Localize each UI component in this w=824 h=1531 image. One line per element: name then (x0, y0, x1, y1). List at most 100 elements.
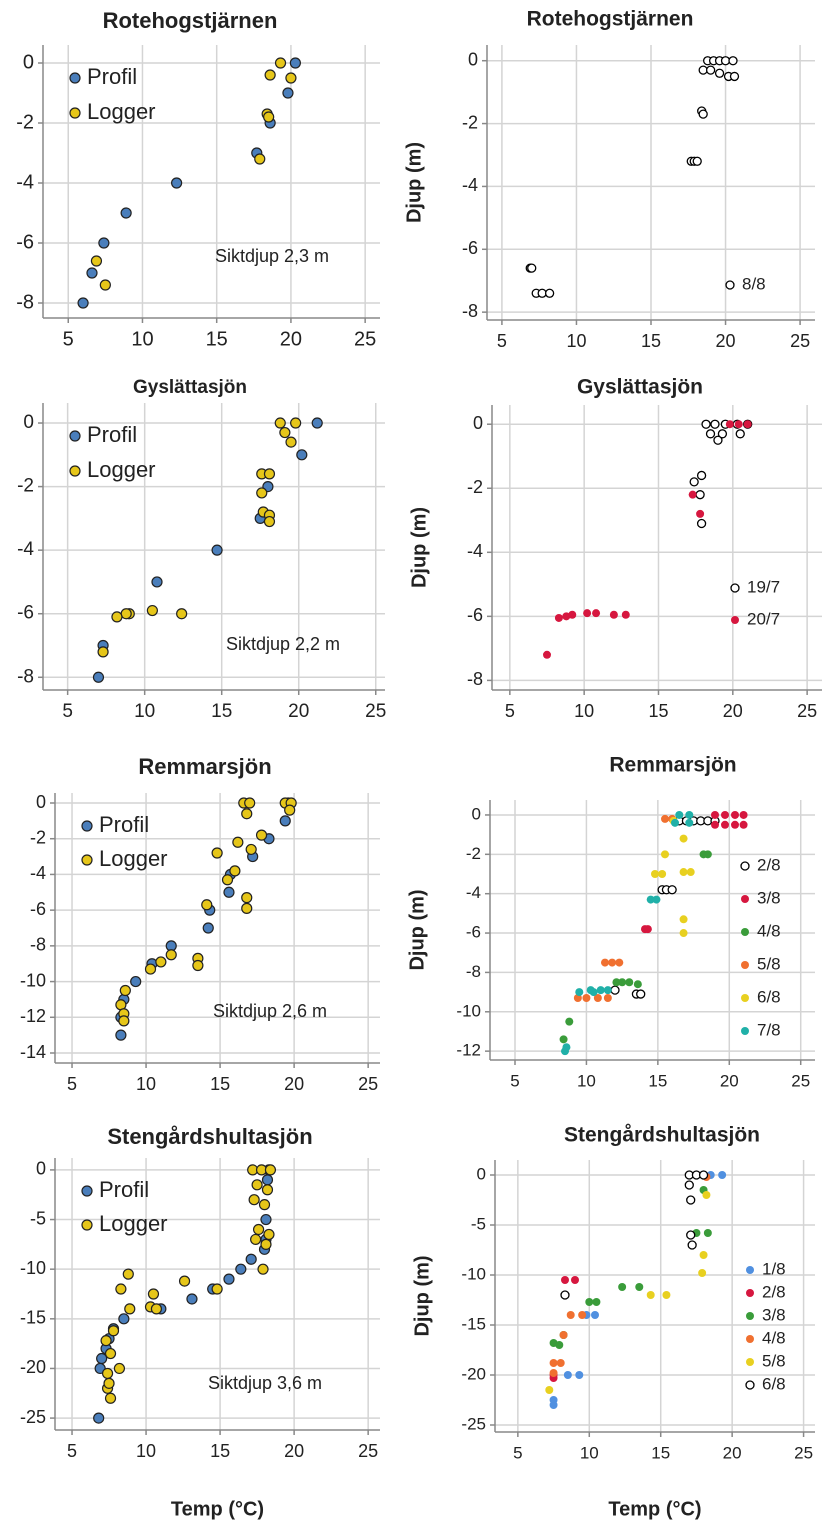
data-point (734, 420, 743, 429)
data-point (661, 814, 669, 823)
x-tick-label: 20 (288, 701, 309, 722)
legend-marker (731, 616, 739, 624)
data-point (289, 57, 301, 69)
x-tick-label: 25 (365, 701, 386, 722)
data-point (703, 850, 712, 859)
legend-label: Logger (99, 846, 168, 871)
y-tick-label: -6 (462, 238, 478, 258)
y-tick-label: -6 (467, 605, 483, 625)
x-axis-label: Temp (°C) (608, 1498, 701, 1520)
y-tick-label: -8 (462, 301, 478, 321)
y-axis-label: Djup (m) (406, 889, 428, 970)
data-point (245, 1253, 257, 1265)
data-point (582, 994, 591, 1003)
data-point (99, 279, 111, 291)
legend-label: 1/8 (762, 1259, 786, 1278)
x-tick-label: 5 (67, 1441, 77, 1461)
data-point (561, 1047, 569, 1056)
x-tick-label: 5 (510, 1071, 519, 1090)
data-point (696, 518, 707, 529)
y-tick-label: -10 (456, 1001, 481, 1020)
y-tick-label: -6 (466, 923, 481, 942)
data-point (285, 436, 297, 448)
legend-marker (746, 1312, 754, 1320)
data-point (211, 544, 223, 556)
data-point (260, 1213, 272, 1226)
data-point (612, 978, 621, 987)
data-point (685, 818, 694, 827)
legend-label: 4/8 (757, 921, 781, 940)
data-point (635, 1283, 644, 1291)
data-point (618, 978, 627, 987)
data-point (568, 610, 577, 619)
legend-label: 19/7 (747, 577, 780, 596)
data-point (311, 417, 323, 429)
data-point (721, 820, 729, 829)
y-tick-label: -10 (461, 1264, 486, 1283)
chart-title: Gyslättasjön (577, 376, 703, 399)
data-point (698, 1170, 709, 1180)
data-point (279, 815, 291, 827)
data-point (155, 956, 167, 968)
data-point (100, 1335, 112, 1347)
data-point (592, 609, 601, 618)
data-point (633, 980, 642, 989)
x-tick-label: 25 (358, 1074, 378, 1094)
data-point (211, 1283, 223, 1295)
x-tick-label: 15 (210, 1441, 230, 1461)
legend-label: 6/8 (757, 987, 781, 1006)
data-point (258, 1199, 271, 1211)
y-tick-label: 0 (468, 49, 478, 69)
data-point (610, 985, 620, 995)
data-point (176, 608, 188, 620)
legend-marker (81, 854, 93, 866)
data-point (549, 1369, 558, 1377)
chart-title: Remmarsjön (609, 754, 736, 777)
data-point (705, 429, 716, 439)
data-point (241, 902, 253, 914)
annotation: Siktdjup 2,2 m (226, 634, 340, 654)
y-tick-label: -2 (467, 477, 483, 497)
y-tick-label: -4 (30, 863, 46, 883)
legend-label: Logger (99, 1211, 168, 1236)
data-point (679, 834, 688, 843)
legend-label: 2/8 (757, 855, 781, 874)
data-point (223, 1273, 235, 1285)
data-point (543, 650, 551, 659)
data-point (241, 892, 253, 904)
data-point (211, 847, 223, 859)
x-tick-label: 20 (723, 701, 743, 721)
data-point (255, 829, 268, 841)
x-tick-label: 5 (62, 701, 73, 722)
data-point (560, 1290, 570, 1300)
x-tick-label: 5 (505, 701, 515, 721)
data-point (658, 870, 667, 879)
data-point (544, 288, 555, 298)
data-point (97, 646, 109, 658)
data-point (696, 470, 707, 481)
data-point (698, 109, 708, 119)
y-tick-label: -2 (30, 827, 46, 847)
data-point (555, 1341, 564, 1349)
y-tick-label: -2 (17, 476, 34, 497)
data-point (556, 1359, 565, 1367)
legend-marker (730, 583, 740, 593)
data-point (603, 994, 612, 1003)
y-tick-label: -6 (30, 899, 46, 919)
legend-marker (725, 280, 735, 290)
data-point (90, 255, 103, 267)
data-point (662, 1291, 671, 1299)
data-point (263, 111, 275, 123)
x-tick-label: 25 (358, 1441, 378, 1461)
legend-label: Profil (99, 812, 149, 837)
legend-label: Profil (87, 422, 137, 447)
data-point (201, 899, 213, 911)
data-point (651, 870, 659, 879)
data-point (186, 1293, 198, 1305)
data-point (107, 1325, 120, 1337)
data-point (563, 1371, 572, 1379)
y-tick-label: -4 (466, 883, 481, 902)
y-tick-label: -5 (30, 1208, 46, 1228)
x-tick-label: 10 (577, 1071, 596, 1090)
x-tick-label: 5 (497, 331, 507, 351)
